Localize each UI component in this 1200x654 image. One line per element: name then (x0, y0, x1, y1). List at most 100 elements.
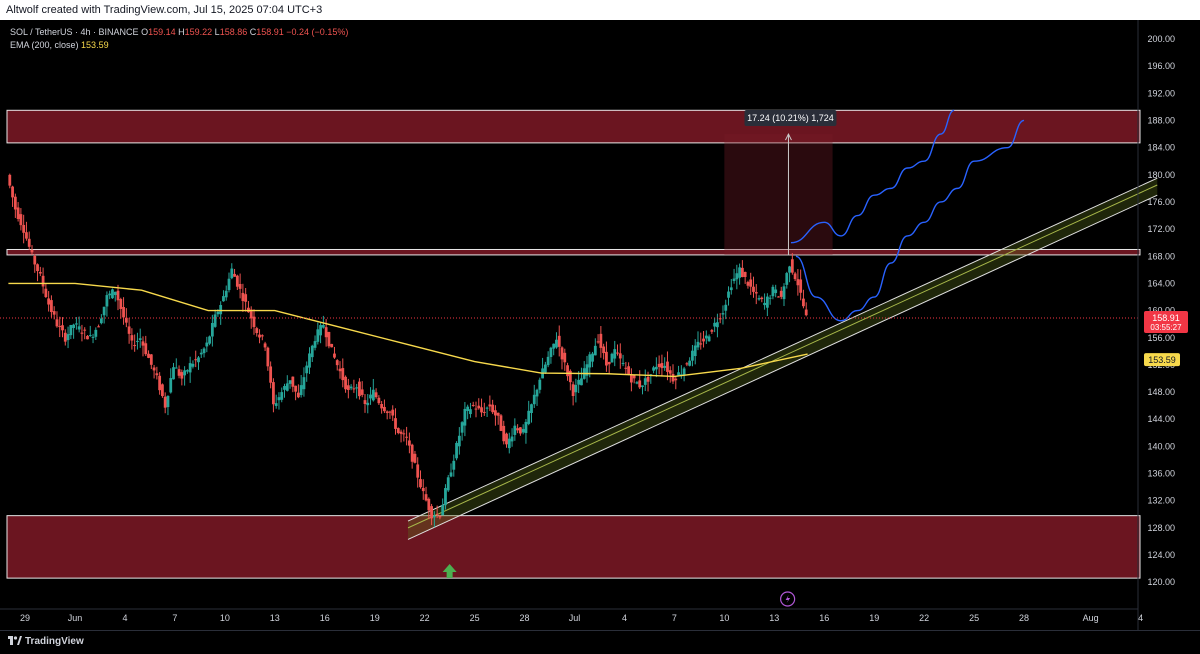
tradingview-brand: TradingView (25, 636, 84, 647)
candle-body (785, 273, 789, 285)
candle-body (244, 294, 248, 302)
candle-body (571, 384, 575, 397)
candle-body (516, 428, 520, 431)
candle-body (19, 214, 23, 226)
candle-body (169, 378, 173, 393)
candle-body (41, 275, 45, 287)
candle-body (449, 472, 453, 477)
candle-body (413, 453, 417, 463)
low-label: L (214, 27, 220, 37)
candle-body (180, 372, 184, 379)
candle-body (557, 335, 561, 347)
candle-body (538, 379, 542, 390)
candle-body (455, 442, 458, 459)
candle-body (616, 352, 619, 354)
high-label: H (178, 27, 185, 37)
candle-body (363, 400, 367, 405)
candle-body (779, 290, 783, 297)
x-axis-tick-label: Aug (1083, 613, 1099, 623)
candle-body (724, 304, 728, 311)
candle-body (130, 335, 134, 341)
candle-body (241, 292, 245, 302)
candle-body (532, 394, 536, 405)
candle-body (327, 331, 331, 347)
open-label: O (141, 27, 149, 37)
y-axis-tick-label: 164.00 (1147, 278, 1175, 288)
candle-body (641, 385, 644, 387)
close-value: 158.91 (256, 27, 284, 37)
candle-body (466, 406, 470, 412)
candle-body (352, 388, 356, 390)
candle-body (308, 353, 311, 368)
price-chart[interactable]: 17.24 (10.21%) 1,724 200.00 196.00 192.00 18… (0, 20, 1200, 630)
candle-body (549, 347, 553, 357)
x-axis-tick-label: 4 (122, 613, 127, 623)
candle-body (743, 271, 747, 277)
candle-body (521, 429, 525, 433)
candle-body (25, 232, 28, 239)
candle-body (765, 296, 769, 308)
candle-body (543, 364, 547, 373)
y-axis-tick-label: 168.00 (1147, 251, 1175, 261)
candle-body (716, 322, 719, 328)
candle-body (266, 347, 270, 367)
candle-body (663, 365, 667, 368)
tradingview-logo[interactable]: TradingView (8, 636, 84, 647)
candle-body (688, 360, 692, 366)
candle-body (119, 299, 123, 309)
candle-body (44, 288, 48, 298)
candle-body (127, 326, 131, 334)
candle-body (210, 323, 214, 337)
candle-body (102, 306, 106, 316)
price-zone (6, 515, 1141, 579)
candle-body (444, 488, 447, 506)
candle-body (804, 309, 808, 316)
candle-body (36, 264, 39, 272)
candle-body (438, 515, 442, 518)
channel-line (407, 194, 1158, 540)
candle-body (629, 374, 633, 383)
candle-body (588, 354, 592, 368)
candle-body (682, 368, 686, 376)
candle-body (358, 381, 361, 397)
candle-body (294, 385, 298, 392)
candle-body (38, 271, 42, 274)
y-axis-tick-label: 180.00 (1147, 170, 1175, 180)
candle-body (513, 425, 517, 435)
channel-line (407, 184, 1158, 529)
candle-body (799, 279, 803, 293)
candle-body (702, 338, 705, 342)
candle-body (174, 367, 178, 369)
candle-body (407, 440, 411, 446)
symbol-name[interactable]: SOL / TetherUS · 4h · BINANCE (10, 27, 139, 37)
candle-body (158, 375, 162, 391)
candle-body (643, 378, 647, 385)
change-value: −0.24 (−0.15%) (286, 27, 349, 37)
candle-body (518, 427, 522, 434)
candle-body (505, 433, 508, 445)
candle-body (88, 335, 92, 337)
candle-body (693, 345, 697, 357)
y-axis-tick-label: 176.00 (1147, 197, 1175, 207)
tradingview-logo-icon (8, 636, 22, 645)
projection-path (795, 119, 1025, 322)
candle-body (790, 259, 794, 273)
candle-body (757, 298, 761, 300)
candle-body (235, 275, 239, 287)
candle-body (272, 382, 275, 405)
y-axis-tick-label: 156.00 (1147, 333, 1175, 343)
candle-body (199, 352, 203, 355)
candle-body (774, 289, 778, 294)
candle-body (338, 368, 342, 372)
candle-body (305, 365, 309, 374)
candle-body (86, 335, 89, 340)
candle-body (435, 513, 439, 515)
symbol-row: SOL / TetherUS · 4h · BINANCE O159.14 H1… (10, 26, 348, 39)
candle-body (72, 324, 76, 329)
x-axis-tick-label: 22 (919, 613, 929, 623)
green-up-arrow-icon (442, 564, 457, 579)
ema-label[interactable]: EMA (200, close) (10, 40, 79, 50)
candle-body (172, 367, 175, 380)
candle-body (746, 282, 750, 286)
candle-body (627, 366, 631, 375)
